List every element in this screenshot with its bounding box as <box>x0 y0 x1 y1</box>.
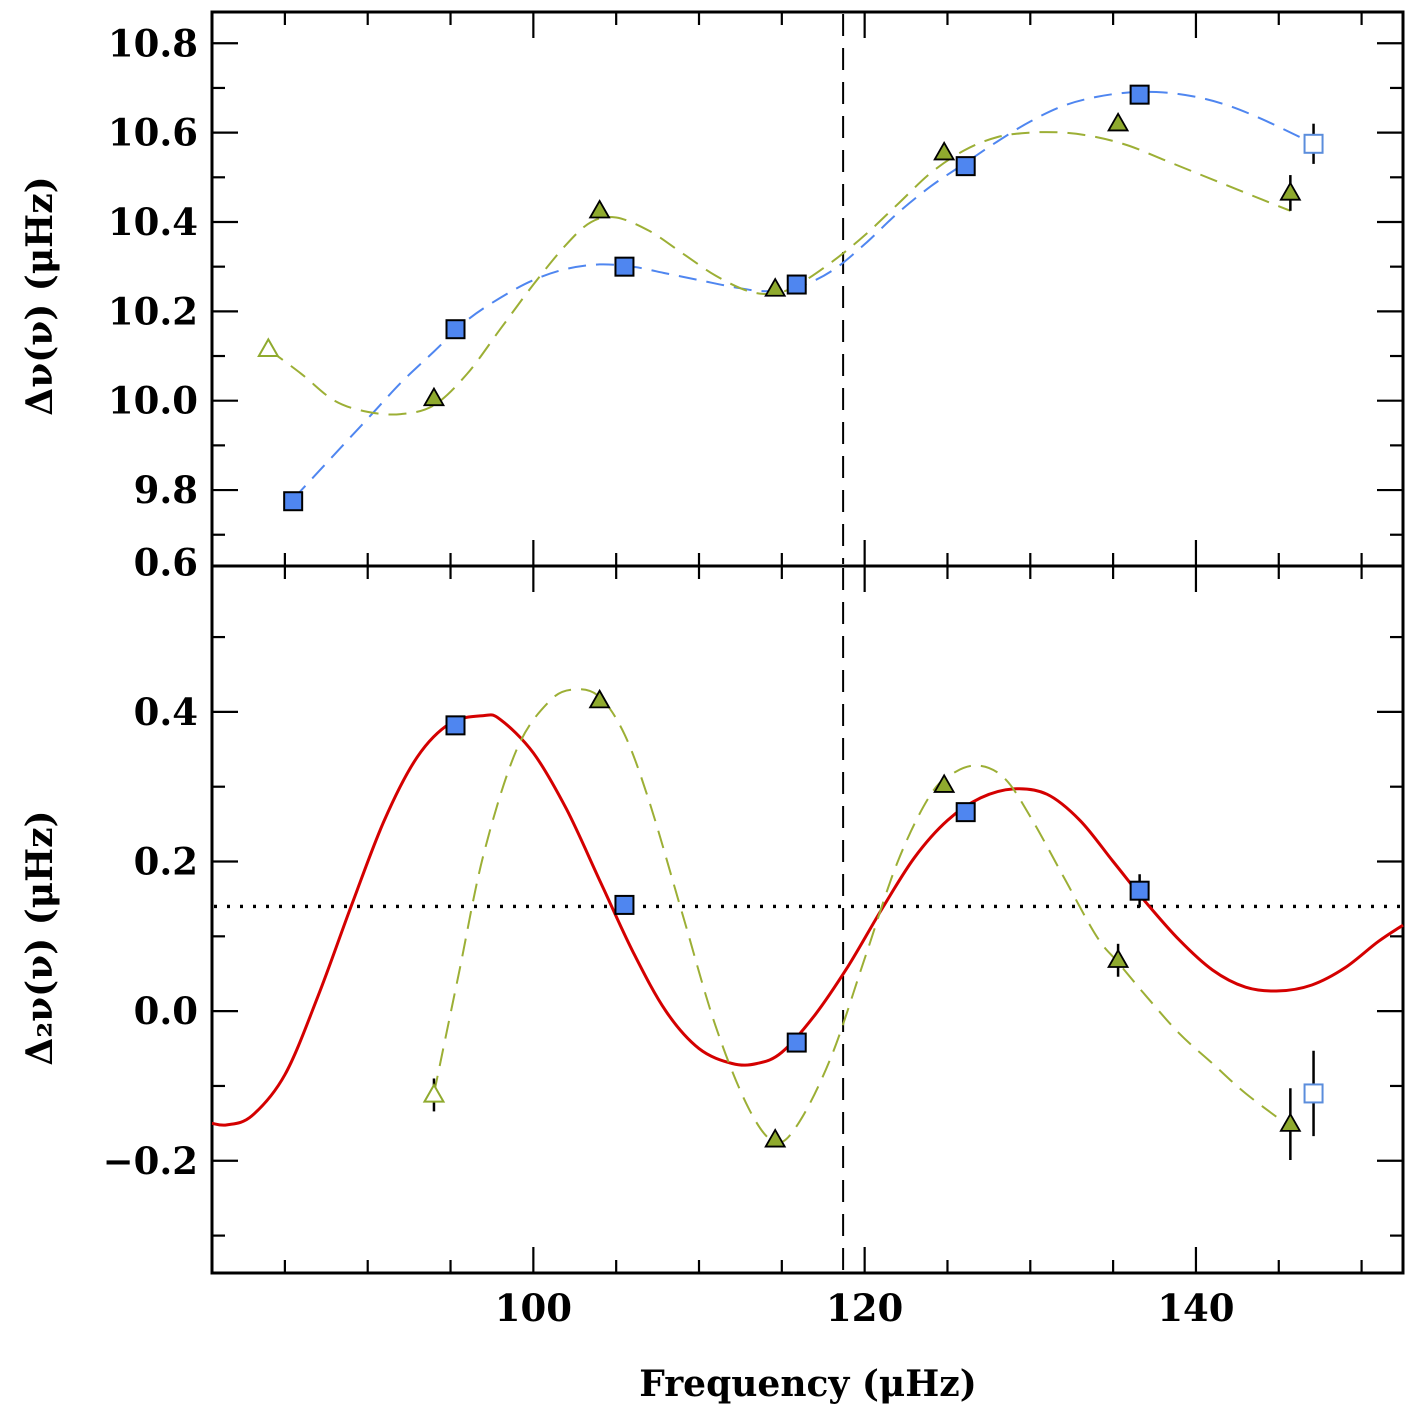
y-tick-label: 10.4 <box>108 200 198 244</box>
square-point <box>614 894 635 915</box>
top-panel: 9.8 10.0 10.2 10.4 10.6 10.8 <box>108 10 1405 568</box>
fit-curve-dashed <box>292 90 1315 500</box>
plot-frame <box>210 564 1405 1275</box>
y-tick-label: 10.8 <box>108 21 198 65</box>
triangle-point <box>764 277 787 297</box>
fit-curve-solid <box>211 713 1404 1127</box>
y-tick-label: 9.8 <box>134 468 198 512</box>
triangle-point <box>588 688 611 709</box>
y-tick-label: 0.4 <box>134 690 198 734</box>
triangle-point <box>764 1128 787 1148</box>
square-point <box>1129 880 1150 901</box>
top-y-axis-title: Δν(ν) (μHz) <box>19 176 61 415</box>
bottom-panel: 100 120 140 −0.2 0.0 0.2 0.4 0.6 <box>103 540 1405 1330</box>
square-point <box>614 256 635 277</box>
square-point <box>283 491 304 512</box>
triangle-point <box>422 386 446 407</box>
x-axis-title: Frequency (μHz) <box>639 1363 976 1405</box>
y-tick-label: 10.0 <box>108 379 198 423</box>
square-point <box>1129 84 1150 105</box>
x-tick-label: 100 <box>495 1286 572 1330</box>
square-point <box>955 156 976 177</box>
triangle-point <box>1279 1112 1302 1132</box>
y-tick-label: 0.0 <box>134 989 198 1033</box>
square-point <box>786 1032 807 1053</box>
x-tick-label: 120 <box>826 1286 903 1330</box>
triangle-point <box>588 199 611 219</box>
square-point <box>786 274 807 295</box>
y-tick-label: 10.2 <box>108 289 198 333</box>
open-triangle-point <box>257 337 280 358</box>
fit-curve-dashed <box>267 131 1291 416</box>
triangle-point <box>933 773 956 793</box>
square-point <box>955 802 976 823</box>
y-tick-label: 0.6 <box>134 540 198 584</box>
open-triangle-point <box>422 1083 446 1103</box>
triangle-point <box>933 140 956 161</box>
open-square-point <box>1303 1083 1324 1104</box>
x-tick-label: 140 <box>1157 1286 1234 1330</box>
square-point <box>445 319 466 340</box>
y-tick-label: 0.2 <box>134 840 198 884</box>
triangle-point <box>1107 111 1130 132</box>
fit-curve-dashed <box>433 688 1291 1144</box>
triangle-point <box>1279 181 1302 201</box>
open-square-point <box>1303 133 1324 154</box>
square-point <box>445 715 466 736</box>
triangle-point <box>1107 948 1130 968</box>
plot-frame <box>210 10 1405 568</box>
y-tick-label: 10.6 <box>108 111 198 155</box>
bottom-y-axis-title: Δ₂ν(ν) (μHz) <box>19 810 61 1065</box>
y-tick-label: −0.2 <box>103 1139 198 1183</box>
